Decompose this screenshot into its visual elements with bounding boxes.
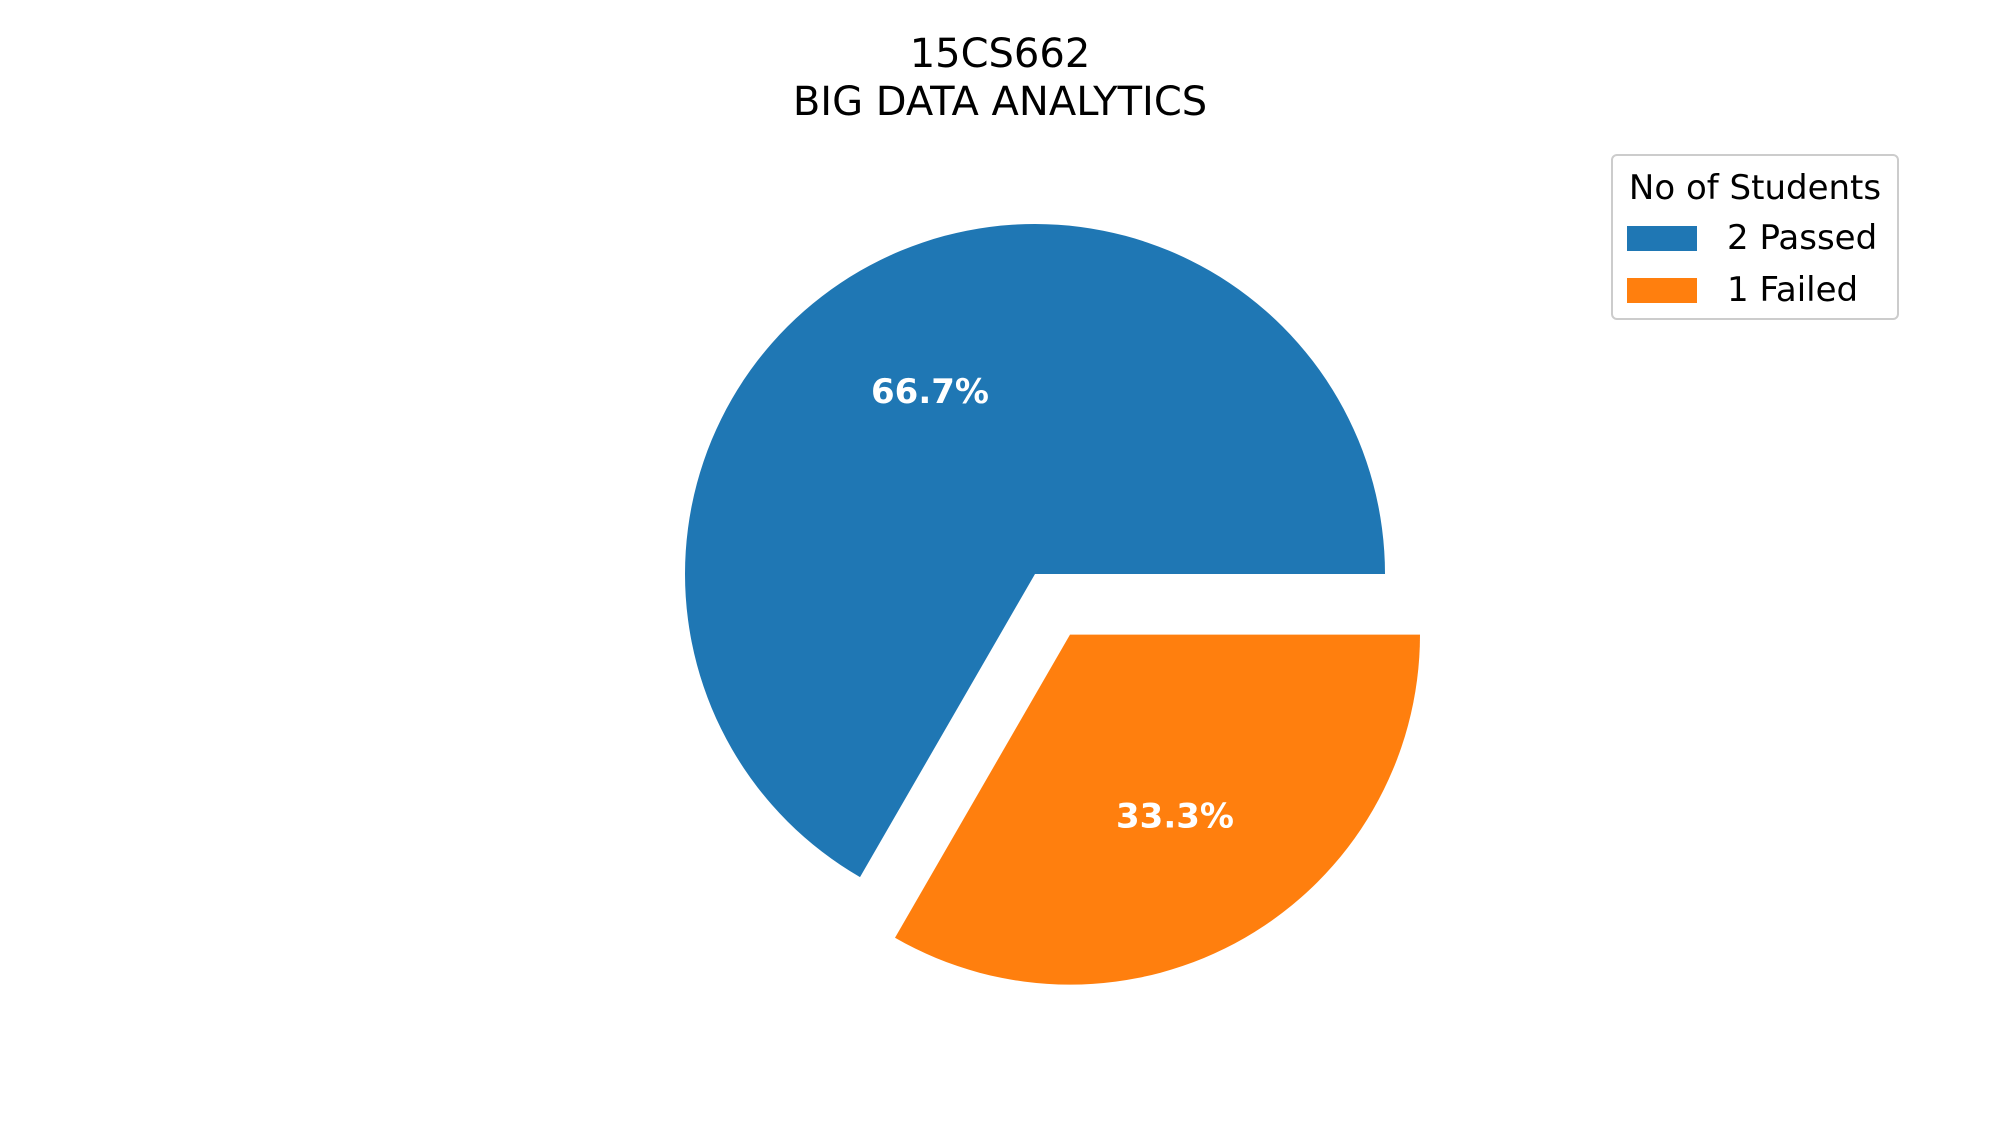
legend-swatch-passed xyxy=(1627,226,1697,251)
legend-title: No of Students xyxy=(1628,168,1882,208)
chart-title-course-name: BIG DATA ANALYTICS xyxy=(792,79,1208,125)
legend-entry-failed: 1 Failed xyxy=(1627,270,1887,310)
pie-slice-percent-label: 66.7% xyxy=(871,372,989,412)
pie-slice-1-failed xyxy=(895,634,1420,985)
legend-swatch-failed xyxy=(1627,278,1697,303)
pie-slice-2-passed xyxy=(685,223,1385,878)
chart-title-course-code: 15CS662 xyxy=(909,31,1091,77)
pie-slice-percent-label: 33.3% xyxy=(1116,796,1234,836)
legend-entry-passed: 2 Passed xyxy=(1627,218,1887,258)
legend: No of Students 2 Passed 1 Failed xyxy=(1611,154,1899,320)
legend-label-passed: 2 Passed xyxy=(1727,218,1878,258)
legend-label-failed: 1 Failed xyxy=(1727,270,1859,310)
